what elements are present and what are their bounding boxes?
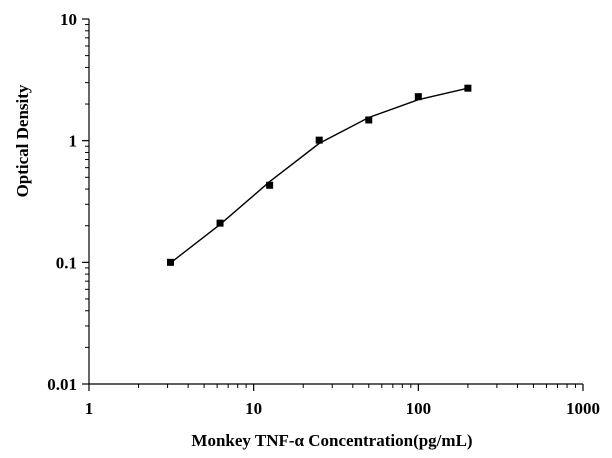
data-point [216,219,224,227]
x-tick-label: 10 [245,399,262,418]
curve-layer [170,87,469,264]
x-axis-title: Monkey TNF-α Concentration(pg/mL) [191,431,472,450]
data-point [464,84,472,92]
x-tick-label: 1 [85,399,94,418]
y-tick-label: 0.01 [47,375,77,394]
x-tick-label: 100 [406,399,432,418]
data-point [166,258,174,266]
fit-curve-line [170,87,469,264]
data-point [266,181,274,189]
x-tick-label: 1000 [566,399,600,418]
axes-layer [88,19,583,385]
data-point [414,93,422,101]
data-point [365,116,373,124]
y-axis-title: Optical Density [13,84,32,197]
y-tick-label: 0.1 [56,253,77,272]
ticks-layer: 1 10 100 1000 0.01 0.1 1 10 [47,10,600,418]
y-tick-label: 10 [60,10,77,29]
data-point [315,136,323,144]
points-layer [166,84,472,266]
y-tick-label: 1 [69,132,78,151]
